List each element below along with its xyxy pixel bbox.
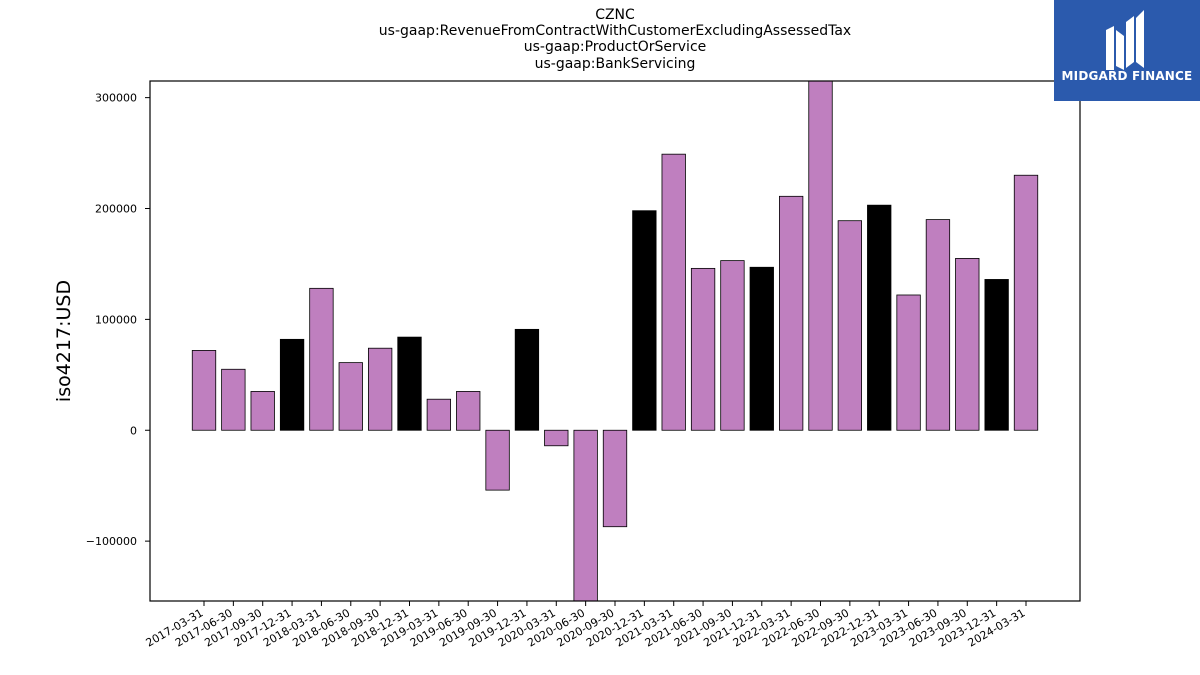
bar-2017-09-30 <box>250 391 275 431</box>
y-axis-label: iso4217:USD <box>53 280 75 402</box>
bar-2018-03-31 <box>309 287 334 431</box>
bar-2023-03-31 <box>896 294 921 431</box>
bar-2019-12-31 <box>514 328 540 431</box>
chart-title-line-4: us-gaap:BankServicing <box>534 56 696 72</box>
bar-2017-12-31 <box>279 338 305 431</box>
bars-group <box>191 81 1039 601</box>
y-tick-label: 200000 <box>95 203 137 216</box>
y-tick-label: 100000 <box>95 313 137 326</box>
bar-2020-09-30 <box>602 429 628 528</box>
bar-2024-03-31 <box>1013 174 1039 431</box>
bar-2019-09-30 <box>485 429 510 491</box>
bar-2022-09-30 <box>837 220 862 431</box>
bar-2020-12-31 <box>632 210 657 431</box>
bar-2018-06-30 <box>338 362 363 431</box>
chart-title-line-1: CZNC <box>595 7 635 23</box>
bar-2021-03-31 <box>661 153 686 431</box>
bar-2017-06-30 <box>221 368 246 431</box>
y-tick-label: 300000 <box>95 92 137 105</box>
bar-2020-06-30 <box>573 429 598 601</box>
chart-title-line-2: us-gaap:RevenueFromContractWithCustomerE… <box>378 23 852 39</box>
logo-text: MIDGARD FINANCE <box>1061 69 1193 83</box>
bar-2022-12-31 <box>867 204 892 431</box>
bar-2022-06-30 <box>808 81 833 431</box>
y-tick-label: 0 <box>130 424 137 437</box>
bar-2018-12-31 <box>397 336 422 431</box>
stylized-m-logo-icon <box>1106 10 1144 70</box>
bar-2021-12-31 <box>749 266 774 431</box>
bar-2021-09-30 <box>720 260 745 431</box>
y-tick-label: −100000 <box>86 535 137 548</box>
chart-title-line-3: us-gaap:ProductOrService <box>523 39 707 55</box>
bar-2017-03-31 <box>191 350 217 431</box>
bar-2023-12-31 <box>984 279 1009 431</box>
bar-2023-06-30 <box>925 219 951 431</box>
bar-2023-09-30 <box>955 257 980 431</box>
midgard-finance-logo: MIDGARD FINANCE <box>1054 0 1200 101</box>
bar-2019-06-30 <box>456 391 481 431</box>
bar-2022-03-31 <box>779 195 804 431</box>
bar-2018-09-30 <box>367 347 393 431</box>
bar-2019-03-31 <box>426 398 451 431</box>
bar-2020-03-31 <box>544 429 569 447</box>
bar-2021-06-30 <box>690 267 716 431</box>
